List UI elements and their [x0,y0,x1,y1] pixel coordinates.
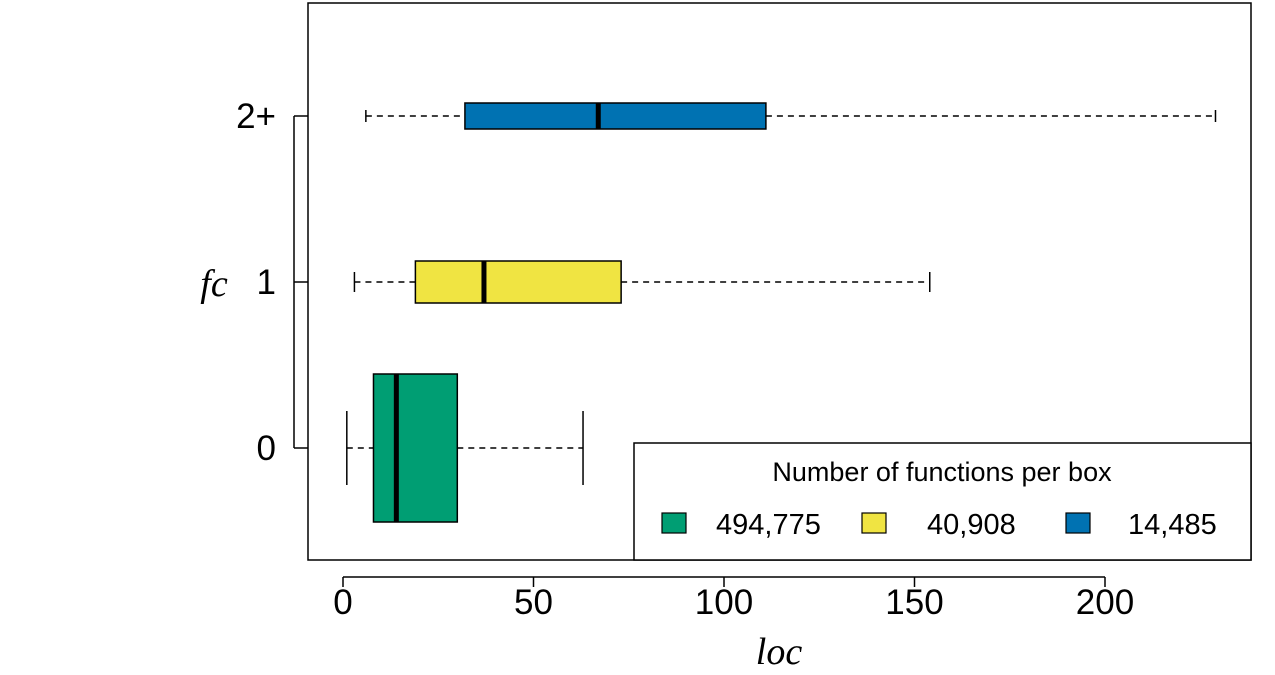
legend-swatch [861,512,887,534]
legend: Number of functions per box 494,775 40,90… [633,442,1252,561]
y-axis: 0 1 2+ [236,97,308,468]
legend-box [633,442,1252,561]
box-group-fc-0 [346,373,584,523]
box-group-fc-1 [353,260,931,304]
legend-swatch [661,512,687,534]
legend-label: 40,908 [927,509,1016,541]
x-axis-title: loc [756,631,803,673]
x-axis: 0 50 100 150 200 [333,576,1134,622]
iqr-box [464,102,767,130]
x-tick-label: 0 [333,583,352,622]
x-tick-label: 50 [514,583,553,622]
y-tick-label: 2+ [236,97,276,136]
box-group-fc-2+ [365,102,1217,130]
iqr-box [414,260,622,304]
y-tick-label: 1 [257,263,276,302]
legend-title: Number of functions per box [772,457,1112,487]
iqr-box [372,373,459,523]
boxes-layer [346,102,1217,523]
x-tick-label: 150 [885,583,943,622]
y-axis-title: fc [200,263,228,305]
x-tick-label: 200 [1076,583,1134,622]
y-tick-label: 0 [257,429,276,468]
legend-swatch [1065,512,1091,534]
legend-label: 14,485 [1128,509,1217,541]
x-tick-label: 100 [695,583,753,622]
legend-label: 494,775 [716,509,821,541]
